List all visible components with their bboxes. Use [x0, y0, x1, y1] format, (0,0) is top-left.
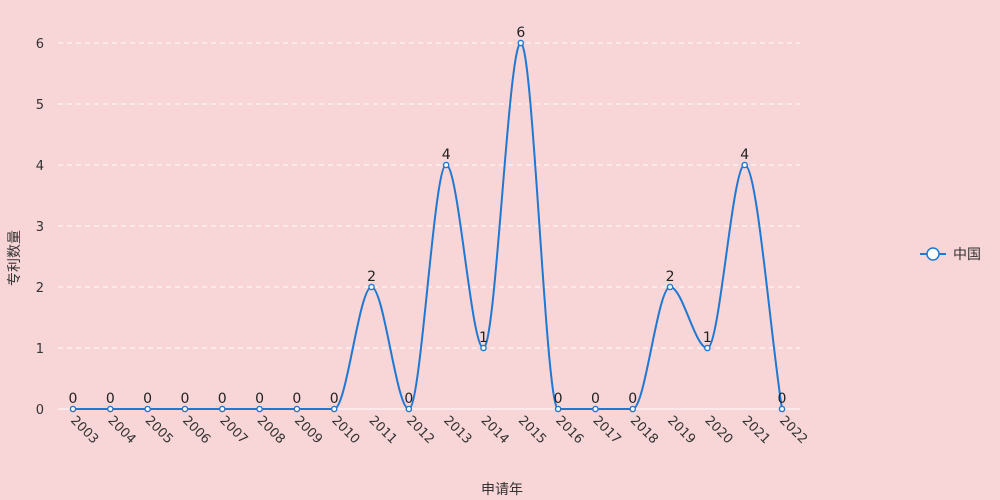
data-label: 0 — [180, 391, 189, 407]
x-axis-title: 申请年 — [481, 482, 523, 498]
y-tick-label: 6 — [36, 37, 44, 52]
x-tick-label: 2016 — [552, 413, 586, 447]
data-point[interactable] — [293, 405, 301, 413]
data-point[interactable] — [218, 405, 226, 413]
data-label: 0 — [330, 391, 339, 407]
data-label: 0 — [591, 391, 600, 407]
y-axis-title: 专利数量 — [7, 230, 23, 286]
x-tick-label: 2021 — [739, 413, 773, 447]
data-label: 0 — [404, 391, 413, 407]
y-tick-label: 5 — [36, 98, 44, 113]
data-label: 0 — [255, 391, 264, 407]
y-tick-label: 4 — [36, 159, 44, 174]
x-tick-label: 2018 — [627, 413, 661, 447]
y-axis: 0 1 2 3 4 5 6 — [36, 37, 44, 418]
series-layer — [69, 39, 786, 413]
grid-lines — [58, 42, 800, 349]
data-point[interactable] — [107, 405, 114, 413]
circle-marker-icon — [926, 247, 940, 261]
y-tick-label: 2 — [36, 281, 44, 296]
data-label: 2 — [666, 269, 675, 285]
series-line[interactable] — [73, 41, 783, 411]
x-tick-label: 2013 — [440, 413, 474, 447]
x-tick-label: 2008 — [254, 413, 288, 447]
data-point[interactable] — [144, 405, 151, 413]
legend[interactable]: 中国 — [920, 247, 981, 263]
x-tick-label: 2015 — [515, 413, 549, 447]
data-label: 0 — [554, 391, 563, 407]
x-tick-label: 2010 — [328, 413, 362, 447]
y-tick-label: 1 — [36, 342, 44, 357]
legend-label: 中国 — [953, 247, 981, 263]
x-tick-label: 2019 — [664, 413, 698, 447]
data-point[interactable] — [405, 405, 413, 413]
data-point[interactable] — [517, 39, 525, 47]
data-point[interactable] — [592, 405, 599, 413]
y-tick-label: 0 — [36, 403, 44, 418]
x-tick-label: 2007 — [216, 413, 250, 447]
data-label: 0 — [69, 391, 78, 407]
data-point[interactable] — [181, 405, 189, 413]
data-label: 1 — [703, 330, 712, 346]
x-tick-label: 2011 — [366, 413, 400, 447]
data-point[interactable] — [778, 405, 786, 413]
data-label: 0 — [106, 391, 115, 407]
data-point[interactable] — [629, 405, 637, 413]
x-tick-label: 2014 — [478, 413, 512, 447]
x-tick-label: 2003 — [67, 413, 101, 447]
data-label: 0 — [628, 391, 637, 407]
y-tick-label: 3 — [36, 220, 44, 235]
x-axis: 2003 2004 2005 2006 2007 2008 2009 2010 2011 2012… — [58, 408, 810, 447]
data-label: 0 — [143, 391, 152, 407]
x-tick-label: 2005 — [142, 413, 176, 447]
data-point[interactable] — [480, 344, 487, 352]
data-point[interactable] — [666, 283, 674, 291]
data-point[interactable] — [256, 405, 263, 413]
x-tick-label: 2006 — [179, 413, 213, 447]
data-point[interactable] — [741, 161, 748, 169]
x-tick-label: 2020 — [702, 413, 736, 447]
data-label: 1 — [479, 330, 488, 346]
data-point[interactable] — [330, 405, 338, 413]
data-label: 6 — [516, 25, 525, 41]
data-label: 0 — [292, 391, 301, 407]
data-label: 4 — [442, 147, 451, 163]
x-tick-label: 2017 — [590, 413, 624, 447]
x-tick-label: 2009 — [291, 413, 325, 447]
data-point[interactable] — [704, 344, 711, 352]
data-point[interactable] — [368, 283, 375, 291]
data-label: 4 — [740, 147, 749, 163]
x-tick-label: 2022 — [776, 413, 810, 447]
data-label: 0 — [218, 391, 227, 407]
data-label: 2 — [367, 269, 376, 285]
data-point[interactable] — [442, 161, 450, 169]
data-point[interactable] — [554, 405, 562, 413]
x-tick-label: 2004 — [104, 413, 138, 447]
x-tick-label: 2012 — [403, 413, 437, 447]
data-labels: 0 0 0 0 0 0 0 0 2 0 4 1 6 0 0 0 2 1 4 0 — [69, 25, 787, 407]
data-label: 0 — [778, 391, 787, 407]
data-point[interactable] — [69, 405, 77, 413]
